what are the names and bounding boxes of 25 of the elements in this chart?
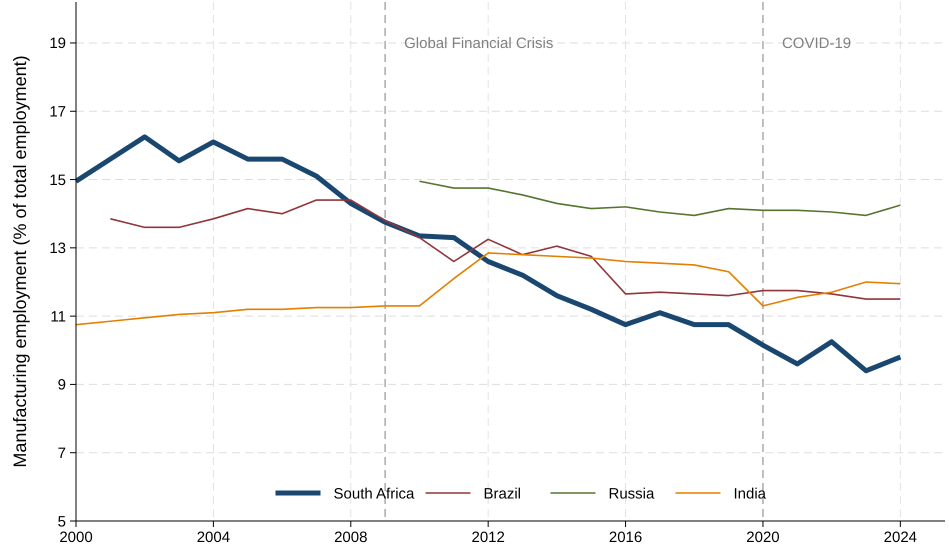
- y-tick-label: 15: [49, 172, 66, 189]
- y-tick-label: 19: [49, 35, 66, 52]
- x-tick-label: 2008: [334, 529, 368, 546]
- y-tick-label: 5: [58, 513, 66, 530]
- y-tick-label: 13: [49, 240, 66, 258]
- line-series: [110, 199, 902, 300]
- x-tick-label: 2016: [608, 529, 642, 546]
- y-tick-label: 9: [58, 376, 66, 394]
- line-series: [418, 180, 902, 216]
- y-tick-label: 17: [49, 104, 66, 121]
- legend-label: Russia: [608, 485, 656, 502]
- legend-label: Brazil: [484, 485, 522, 502]
- ref-line-label: Global Financial Crisis: [404, 34, 554, 52]
- x-tick-label: 2012: [471, 529, 505, 546]
- x-tick-label: 2000: [59, 529, 93, 546]
- y-axis-title: Manufacturing employment (% of total employment): [10, 55, 30, 468]
- x-tick-label: 2020: [746, 529, 780, 546]
- x-tick-label: 2024: [884, 529, 918, 546]
- line-series: [75, 252, 902, 326]
- y-tick-label: 11: [50, 308, 66, 326]
- legend-label: South Africa: [334, 485, 416, 502]
- ref-line-label: COVID-19: [782, 34, 852, 52]
- x-tick-label: 2004: [196, 529, 230, 546]
- y-tick-label: 7: [58, 444, 66, 462]
- legend-label: India: [734, 485, 767, 502]
